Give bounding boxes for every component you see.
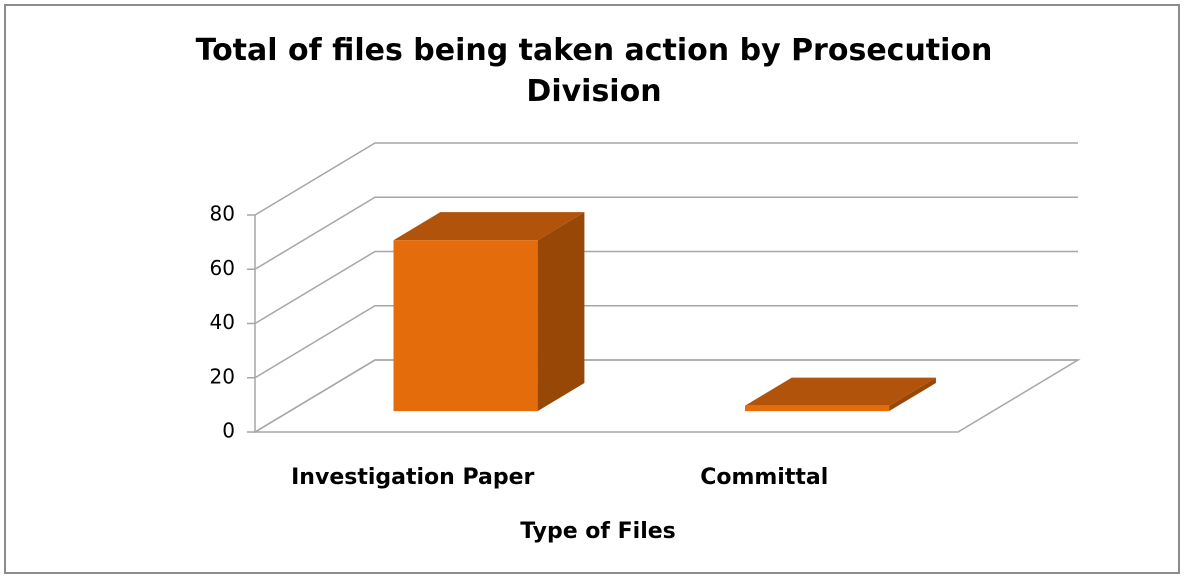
bar [744, 377, 936, 412]
chart-title: Total of files being taken action by Pro… [195, 33, 993, 109]
y-tick-label: 80 [210, 202, 235, 226]
y-tick-label: 60 [210, 256, 235, 280]
x-axis-title: Type of Files [520, 519, 676, 544]
bar-front [744, 405, 890, 412]
x-tick-label: Committal [700, 465, 828, 490]
bar-front [393, 240, 538, 412]
grid-line [247, 196, 1078, 270]
y-tick-label: 20 [210, 364, 235, 388]
grid-line [247, 250, 1078, 325]
y-tick-label: 40 [210, 310, 235, 334]
floor [252, 359, 1081, 433]
bar-top [744, 377, 936, 406]
y-tick-label: 0 [222, 419, 235, 443]
bar-top [393, 212, 585, 241]
bar [393, 212, 585, 412]
grid-line [247, 305, 1078, 379]
grid-line [247, 142, 1078, 216]
grid-line [247, 359, 1078, 433]
x-tick-label: Investigation Paper [291, 465, 534, 490]
bar-side [889, 377, 936, 412]
bar-side [537, 212, 585, 412]
chart-frame [4, 4, 1180, 574]
